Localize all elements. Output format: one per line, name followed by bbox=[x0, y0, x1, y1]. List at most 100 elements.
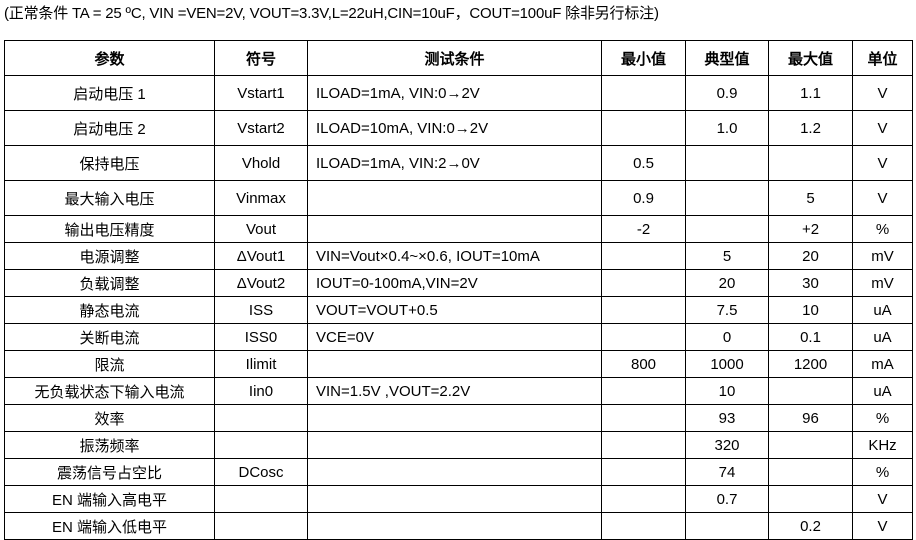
cell-typ: 0.7 bbox=[685, 485, 769, 513]
cell-typ: 7.5 bbox=[685, 296, 769, 324]
header-symbol: 符号 bbox=[214, 40, 308, 76]
cell-typ bbox=[685, 145, 769, 181]
cell-parameter: 效率 bbox=[4, 404, 215, 432]
cell-min bbox=[601, 242, 686, 270]
cell-unit: mV bbox=[852, 269, 913, 297]
cell-max bbox=[768, 431, 853, 459]
cell-unit: V bbox=[852, 180, 913, 216]
cell-parameter: 无负载状态下输入电流 bbox=[4, 377, 215, 405]
cell-unit: mA bbox=[852, 350, 913, 378]
cell-typ: 10 bbox=[685, 377, 769, 405]
cell-unit: uA bbox=[852, 323, 913, 351]
cell-typ bbox=[685, 215, 769, 243]
cell-typ: 5 bbox=[685, 242, 769, 270]
cell-min: -2 bbox=[601, 215, 686, 243]
cell-min: 0.5 bbox=[601, 145, 686, 181]
cell-test-condition bbox=[307, 404, 602, 432]
cell-max bbox=[768, 458, 853, 486]
cell-min bbox=[601, 458, 686, 486]
cell-max: 5 bbox=[768, 180, 853, 216]
table-row: 启动电压 1 Vstart1 ILOAD=1mA, VIN:0→2V 0.9 1.1 V bbox=[4, 75, 913, 111]
cell-unit: KHz bbox=[852, 431, 913, 459]
table-row: 最大输入电压 Vinmax 0.9 5 V bbox=[4, 180, 913, 216]
table-row: 静态电流 ISS VOUT=VOUT+0.5 7.5 10 uA bbox=[4, 296, 913, 324]
table-row: 限流 Ilimit 800 1000 1200 mA bbox=[4, 350, 913, 378]
cell-test-condition bbox=[307, 485, 602, 513]
table-row: 启动电压 2 Vstart2 ILOAD=10mA, VIN:0→2V 1.0 1.2 V bbox=[4, 110, 913, 146]
cell-min: 0.9 bbox=[601, 180, 686, 216]
cell-test-condition: VIN=1.5V ,VOUT=2.2V bbox=[307, 377, 602, 405]
cell-min bbox=[601, 377, 686, 405]
cell-max: 0.2 bbox=[768, 512, 853, 540]
cell-typ: 1000 bbox=[685, 350, 769, 378]
cell-parameter: EN 端输入高电平 bbox=[4, 485, 215, 513]
header-min: 最小值 bbox=[601, 40, 686, 76]
cell-parameter: 关断电流 bbox=[4, 323, 215, 351]
electrical-characteristics-table: 参数 符号 测试条件 最小值 典型值 最大值 单位 启动电压 1 Vstart1 I… bbox=[4, 40, 913, 540]
cell-max: 1.1 bbox=[768, 75, 853, 111]
cell-symbol: Iin0 bbox=[214, 377, 308, 405]
cell-typ: 0.9 bbox=[685, 75, 769, 111]
cell-test-condition bbox=[307, 215, 602, 243]
cell-symbol: Vinmax bbox=[214, 180, 308, 216]
header-max: 最大值 bbox=[768, 40, 853, 76]
cell-unit: V bbox=[852, 512, 913, 540]
cell-max bbox=[768, 377, 853, 405]
cell-max bbox=[768, 485, 853, 513]
cell-min bbox=[601, 323, 686, 351]
cell-typ: 320 bbox=[685, 431, 769, 459]
cell-min: 800 bbox=[601, 350, 686, 378]
cell-parameter: 最大输入电压 bbox=[4, 180, 215, 216]
cell-max: 0.1 bbox=[768, 323, 853, 351]
cell-test-condition bbox=[307, 180, 602, 216]
cell-test-condition: VCE=0V bbox=[307, 323, 602, 351]
cell-parameter: 启动电压 2 bbox=[4, 110, 215, 146]
cell-unit: V bbox=[852, 110, 913, 146]
cell-test-condition bbox=[307, 458, 602, 486]
cell-symbol: Vstart2 bbox=[214, 110, 308, 146]
cell-unit: V bbox=[852, 75, 913, 111]
table-row: 振荡频率 320 KHz bbox=[4, 431, 913, 459]
conditions-note: (正常条件 TA = 25 ºC, VIN =VEN=2V, VOUT=3.3V… bbox=[4, 5, 659, 22]
table-row: 效率 93 96% bbox=[4, 404, 913, 432]
table-row: 无负载状态下输入电流 Iin0 VIN=1.5V ,VOUT=2.2V 10 uA bbox=[4, 377, 913, 405]
cell-max: 96 bbox=[768, 404, 853, 432]
cell-parameter: 输出电压精度 bbox=[4, 215, 215, 243]
cell-max: 30 bbox=[768, 269, 853, 297]
table-row: 负载调整 ΔVout2 IOUT=0-100mA,VIN=2V 20 30 mV bbox=[4, 269, 913, 297]
cell-typ: 1.0 bbox=[685, 110, 769, 146]
cell-min bbox=[601, 404, 686, 432]
cell-test-condition bbox=[307, 431, 602, 459]
cell-symbol: Vout bbox=[214, 215, 308, 243]
cell-parameter: 振荡频率 bbox=[4, 431, 215, 459]
table-row: 输出电压精度 Vout -2 +2% bbox=[4, 215, 913, 243]
cell-symbol bbox=[214, 512, 308, 540]
cell-symbol bbox=[214, 485, 308, 513]
cell-max: 10 bbox=[768, 296, 853, 324]
cell-parameter: 限流 bbox=[4, 350, 215, 378]
table-row: 关断电流 ISS0 VCE=0V 0 0.1 uA bbox=[4, 323, 913, 351]
cell-min bbox=[601, 296, 686, 324]
cell-symbol: Vstart1 bbox=[214, 75, 308, 111]
cell-typ: 20 bbox=[685, 269, 769, 297]
cell-test-condition bbox=[307, 350, 602, 378]
table-row: 电源调整 ΔVout1 VIN=Vout×0.4~×0.6, IOUT=10mA 5 2… bbox=[4, 242, 913, 270]
cell-unit: % bbox=[852, 404, 913, 432]
header-typ: 典型值 bbox=[685, 40, 769, 76]
cell-unit: uA bbox=[852, 296, 913, 324]
cell-min bbox=[601, 512, 686, 540]
cell-min bbox=[601, 269, 686, 297]
cell-test-condition: VOUT=VOUT+0.5 bbox=[307, 296, 602, 324]
cell-parameter: 启动电压 1 bbox=[4, 75, 215, 111]
cell-unit: mV bbox=[852, 242, 913, 270]
cell-unit: % bbox=[852, 458, 913, 486]
cell-parameter: 保持电压 bbox=[4, 145, 215, 181]
cell-typ bbox=[685, 180, 769, 216]
cell-min bbox=[601, 431, 686, 459]
table-row: 震荡信号占空比 DCosc 74% bbox=[4, 458, 913, 486]
cell-symbol: DCosc bbox=[214, 458, 308, 486]
cell-parameter: 静态电流 bbox=[4, 296, 215, 324]
cell-max bbox=[768, 145, 853, 181]
header-row: 参数 符号 测试条件 最小值 典型值 最大值 单位 bbox=[4, 40, 913, 76]
cell-typ: 0 bbox=[685, 323, 769, 351]
